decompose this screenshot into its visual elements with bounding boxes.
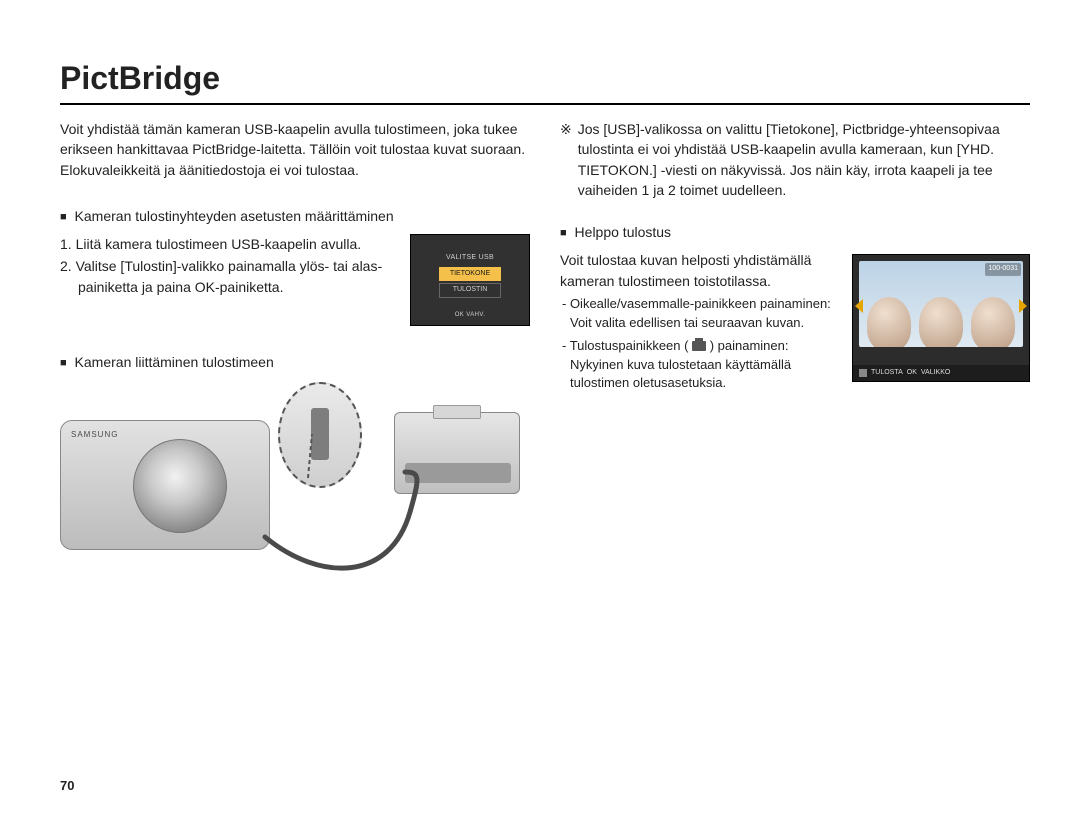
printer-slot: [433, 405, 481, 419]
camera-brand: SAMSUNG: [71, 429, 118, 441]
steps-text: 1. Liitä kamera tulostimeen USB-kaapelin…: [60, 234, 398, 299]
left-arrow-icon: [855, 299, 863, 313]
face-illustration: [867, 297, 911, 347]
lcd2-label-print: TULOSTA: [871, 368, 903, 378]
connector-closeup: [278, 382, 362, 488]
title-rule: [60, 103, 1030, 105]
lcd1-title: VALITSE USB: [446, 253, 494, 263]
face-illustration: [971, 297, 1015, 347]
lcd2-top-info: 100-0031: [985, 263, 1021, 275]
steps-block: 1. Liitä kamera tulostimeen USB-kaapelin…: [60, 234, 530, 326]
section-2-title: Kameran liittäminen tulostimeen: [75, 354, 274, 370]
section-3-title: Helppo tulostus: [575, 224, 672, 240]
camera-illustration: SAMSUNG: [60, 420, 270, 550]
lcd-playback-preview: 100-0031 TULOSTA OK VALIKKO: [852, 254, 1030, 382]
face-illustration: [919, 297, 963, 347]
section-1-title: Kameran tulostinyhteyden asetusten määri…: [75, 208, 394, 224]
sub2-part-a: - Tulostuspainikkeen (: [562, 338, 688, 353]
lcd2-label-ok: OK: [907, 368, 917, 378]
lcd2-label-menu: VALIKKO: [921, 368, 950, 378]
note-block: ※ Jos [USB]-valikossa on valittu [Tietok…: [560, 119, 1030, 200]
easy-print-block: Voit tulostaa kuvan helposti yhdistämäll…: [560, 250, 1030, 393]
lcd1-option-1: TIETOKONE: [439, 267, 501, 281]
connection-diagram: SAMSUNG: [60, 382, 520, 582]
page-title: PictBridge: [60, 60, 1030, 97]
note-symbol: ※: [560, 119, 572, 200]
lcd-usb-menu: VALITSE USB TIETOKONE TULOSTIN OK VAHV.: [410, 234, 530, 326]
easy-print-intro: Voit tulostaa kuvan helposti yhdistämäll…: [560, 250, 840, 291]
easy-print-text: Voit tulostaa kuvan helposti yhdistämäll…: [560, 250, 840, 393]
lcd1-bottom: OK VAHV.: [455, 311, 486, 320]
print-button-icon: [692, 341, 706, 351]
note-text: Jos [USB]-valikossa on valittu [Tietokon…: [578, 119, 1030, 200]
printer-illustration: [394, 412, 520, 494]
usb-port-icon: [311, 408, 329, 460]
bullet-icon: ■: [60, 211, 67, 223]
bullet-icon: ■: [560, 227, 567, 239]
easy-print-sub2: - Tulostuspainikkeen ( ) painaminen: Nyk…: [560, 337, 840, 394]
step-2: 2. Valitse [Tulostin]-valikko painamalla…: [60, 256, 398, 297]
section-3-heading: ■ Helppo tulostus: [560, 222, 1030, 242]
right-arrow-icon: [1019, 299, 1027, 313]
section-2-heading: ■ Kameran liittäminen tulostimeen: [60, 352, 530, 372]
lcd1-option-2: TULOSTIN: [439, 283, 501, 297]
bullet-icon: ■: [60, 357, 67, 369]
two-column-layout: Voit yhdistää tämän kameran USB-kaapelin…: [60, 119, 1030, 582]
page-number: 70: [60, 778, 74, 793]
easy-print-sub1: - Oikealle/vasemmalle-painikkeen painami…: [560, 295, 840, 333]
lcd2-bottom-bar: TULOSTA OK VALIKKO: [853, 365, 1029, 381]
print-pictogram-icon: [859, 369, 867, 377]
step-1: 1. Liitä kamera tulostimeen USB-kaapelin…: [60, 234, 398, 254]
section-1-heading: ■ Kameran tulostinyhteyden asetusten mää…: [60, 206, 530, 226]
left-column: Voit yhdistää tämän kameran USB-kaapelin…: [60, 119, 530, 582]
right-column: ※ Jos [USB]-valikossa on valittu [Tietok…: [560, 119, 1030, 582]
intro-paragraph: Voit yhdistää tämän kameran USB-kaapelin…: [60, 119, 530, 180]
